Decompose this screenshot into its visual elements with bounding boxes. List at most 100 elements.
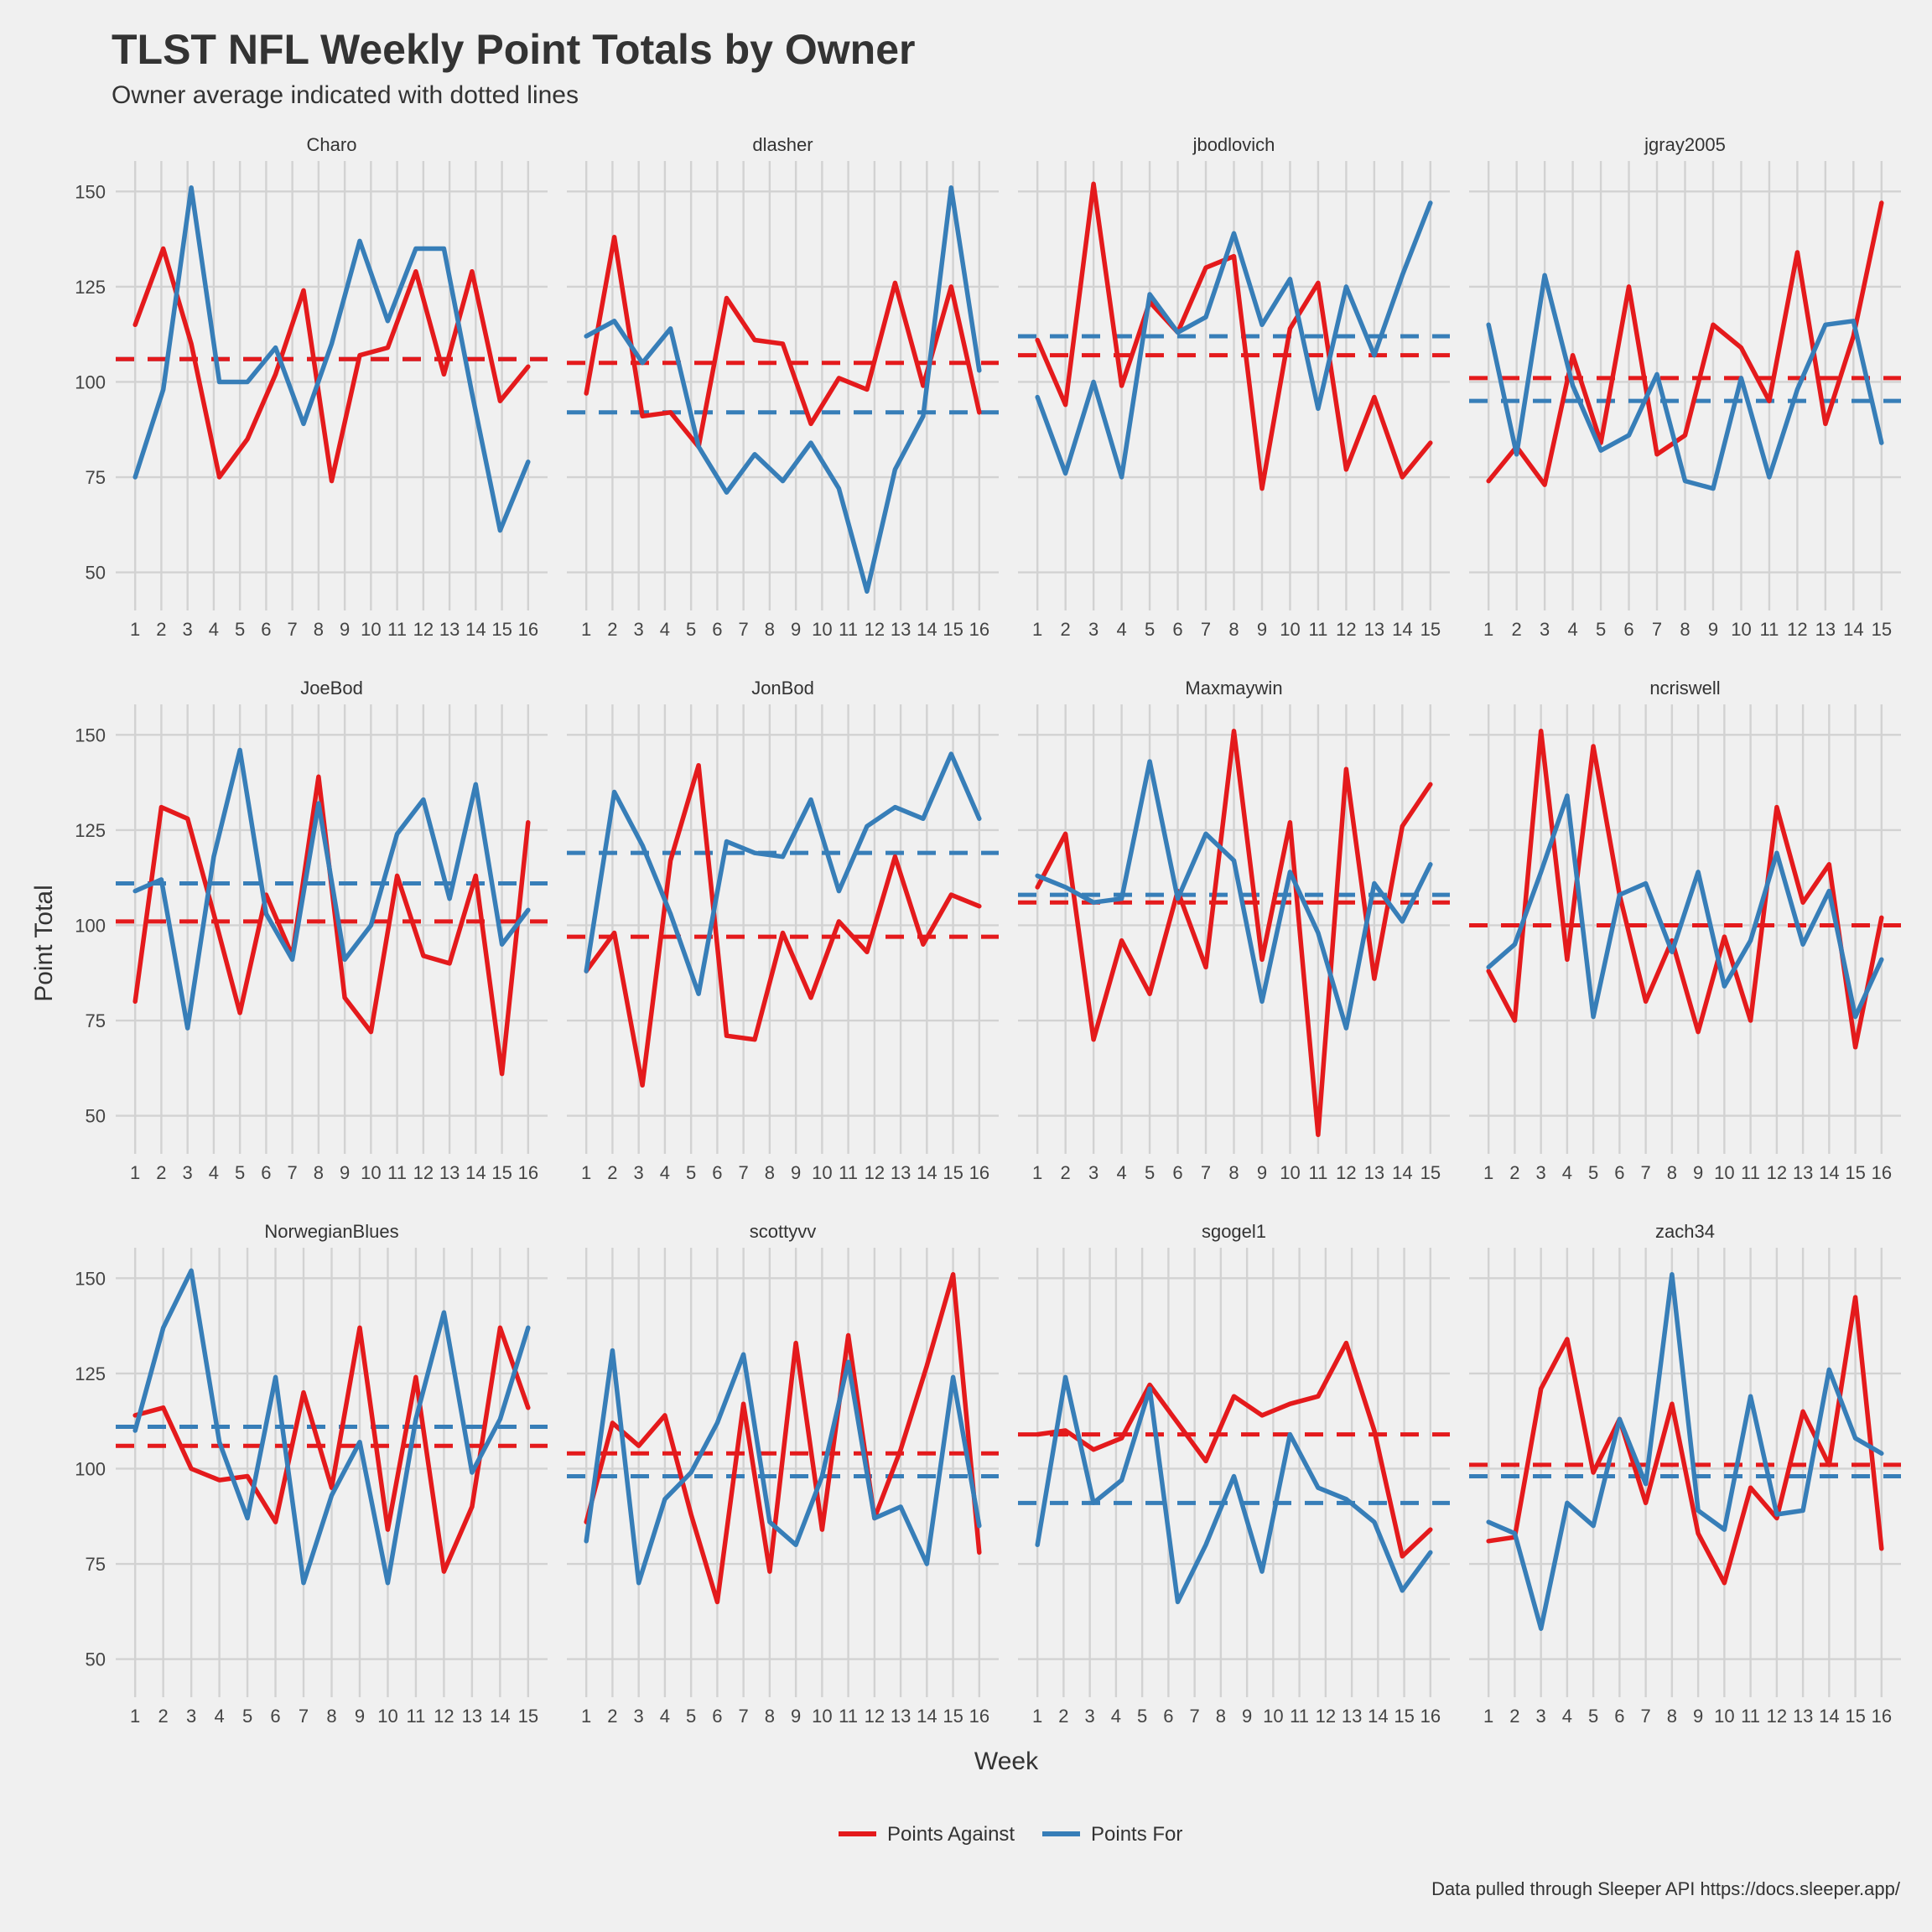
x-tick-label: 1 [1032, 619, 1042, 640]
y-tick-label: 125 [75, 820, 106, 841]
x-tick-label: 8 [1667, 1706, 1677, 1727]
x-tick-label: 2 [1509, 1162, 1519, 1183]
x-tick-label: 6 [270, 1706, 280, 1727]
y-tick-label: 150 [75, 724, 106, 745]
x-tick-label: 14 [1819, 1706, 1839, 1727]
x-tick-label: 13 [439, 619, 460, 640]
x-tick-label: 12 [1787, 619, 1807, 640]
series-line-points-against [1035, 1340, 1433, 1559]
x-tick-label: 1 [130, 1706, 140, 1727]
x-tick-label: 10 [361, 1162, 381, 1183]
x-tick-label: 7 [739, 1162, 749, 1183]
x-tick-label: 4 [660, 619, 670, 640]
facet-label: NorwegianBlues [264, 1221, 398, 1242]
x-tick-label: 15 [1845, 1706, 1865, 1727]
x-tick-label: 11 [1760, 619, 1779, 640]
x-tick-label: 8 [765, 1706, 775, 1727]
series-line-points-against [584, 762, 982, 1088]
x-tick-label: 11 [839, 1162, 858, 1183]
x-tick-label: 13 [891, 619, 911, 640]
series-line-points-for [584, 751, 982, 996]
x-tick-label: 13 [1793, 1706, 1813, 1727]
x-tick-label: 1 [1483, 619, 1493, 640]
facet-label: Maxmaywin [1185, 678, 1282, 699]
facet-label: jgray2005 [1644, 134, 1726, 155]
series-line-points-for [1035, 200, 1433, 480]
x-tick-label: 10 [1714, 1706, 1734, 1727]
x-tick-label: 11 [1741, 1706, 1760, 1727]
series-line-points-for [132, 747, 531, 1031]
x-tick-label: 2 [1509, 1706, 1519, 1727]
x-tick-label: 12 [434, 1706, 454, 1727]
facet-label: JoeBod [300, 678, 363, 699]
facet-label: dlasher [752, 134, 813, 155]
x-tick-label: 10 [812, 1162, 832, 1183]
x-tick-label: 9 [1257, 619, 1267, 640]
x-tick-label: 10 [1280, 1162, 1300, 1183]
x-tick-label: 13 [1815, 619, 1836, 640]
x-tick-label: 8 [1228, 1162, 1239, 1183]
x-tick-label: 5 [686, 619, 696, 640]
x-tick-label: 2 [156, 1162, 166, 1183]
x-tick-label: 10 [361, 619, 381, 640]
x-tick-label: 6 [712, 1162, 722, 1183]
x-tick-label: 1 [1032, 1162, 1042, 1183]
series-line-points-for [1486, 793, 1884, 1020]
x-tick-label: 9 [1257, 1162, 1267, 1183]
x-tick-label: 8 [314, 1162, 324, 1183]
x-tick-label: 7 [1652, 619, 1662, 640]
x-tick-label: 3 [1536, 1162, 1546, 1183]
series-line-points-against [1486, 1295, 1884, 1586]
x-tick-label: 8 [1667, 1162, 1677, 1183]
x-tick-label: 11 [1290, 1706, 1309, 1727]
x-tick-label: 15 [1872, 619, 1892, 640]
x-tick-label: 1 [581, 1162, 591, 1183]
x-tick-label: 1 [1483, 1162, 1493, 1183]
x-tick-label: 4 [1567, 619, 1577, 640]
y-tick-label: 50 [86, 563, 106, 584]
x-tick-label: 4 [209, 1162, 219, 1183]
x-tick-label: 2 [1058, 1706, 1068, 1727]
legend-label-points-for: Points For [1091, 1823, 1182, 1846]
x-tick-label: 12 [865, 1706, 885, 1727]
x-tick-label: 3 [634, 1706, 644, 1727]
x-tick-label: 11 [1741, 1162, 1760, 1183]
facet-label: scottyvv [750, 1221, 816, 1242]
x-tick-label: 7 [288, 619, 298, 640]
x-tick-label: 11 [839, 619, 858, 640]
x-tick-label: 10 [1714, 1162, 1734, 1183]
x-tick-label: 12 [1316, 1706, 1336, 1727]
x-tick-label: 7 [1641, 1706, 1651, 1727]
series-line-points-against [132, 246, 531, 484]
x-tick-label: 6 [1172, 1162, 1182, 1183]
x-tick-label: 12 [413, 1162, 434, 1183]
x-tick-label: 13 [1364, 619, 1384, 640]
x-tick-label: 4 [1562, 1162, 1572, 1183]
series-line-points-against [1486, 200, 1884, 487]
chart-caption: Data pulled through Sleeper API https://… [1431, 1878, 1900, 1899]
x-tick-label: 9 [1242, 1706, 1252, 1727]
series-line-points-for [1486, 273, 1884, 491]
x-tick-label: 16 [969, 619, 989, 640]
x-tick-label: 7 [1190, 1706, 1200, 1727]
x-tick-label: 13 [891, 1162, 911, 1183]
x-tick-label: 5 [235, 619, 245, 640]
x-tick-label: 11 [387, 1162, 407, 1183]
x-tick-label: 5 [235, 1162, 245, 1183]
facet-label: zach34 [1655, 1221, 1715, 1242]
x-tick-label: 5 [686, 1162, 696, 1183]
x-tick-label: 5 [242, 1706, 252, 1727]
x-tick-label: 15 [1394, 1706, 1414, 1727]
x-tick-label: 12 [865, 1162, 885, 1183]
x-tick-label: 12 [865, 619, 885, 640]
x-tick-label: 6 [1163, 1706, 1173, 1727]
x-tick-label: 13 [462, 1706, 482, 1727]
x-tick-label: 15 [491, 619, 512, 640]
